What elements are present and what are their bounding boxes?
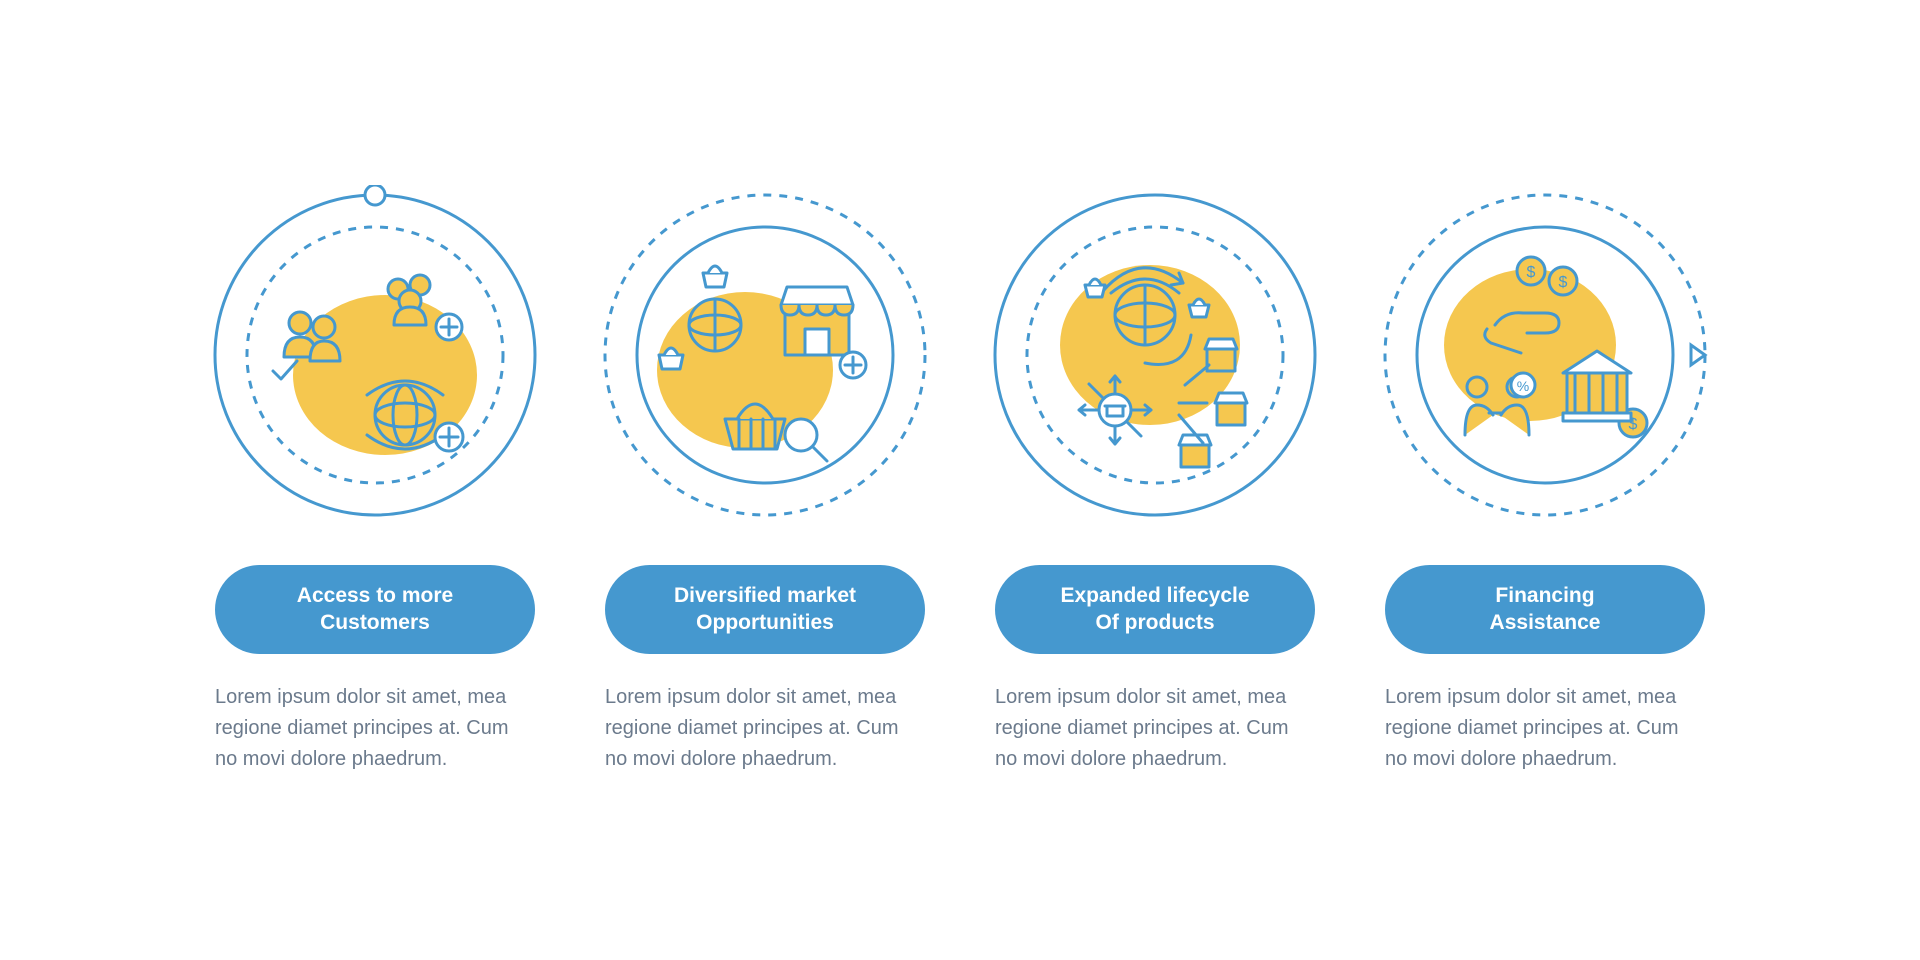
title-text: Diversified marketOpportunities (674, 583, 856, 636)
title-pill: Expanded lifecycleOf products (995, 565, 1315, 654)
description-text: Lorem ipsum dolor sit amet, mea regione … (215, 682, 535, 775)
infographic-item-market: Diversified marketOpportunities Lorem ip… (575, 185, 955, 775)
infographic-item-lifecycle: Expanded lifecycleOf products Lorem ipsu… (965, 185, 1345, 775)
description-text: Lorem ipsum dolor sit amet, mea regione … (605, 682, 925, 775)
title-pill: Access to moreCustomers (215, 565, 535, 654)
svg-text:$: $ (1559, 274, 1568, 291)
circle-diagram (985, 185, 1325, 525)
infographic-row: Access to moreCustomers Lorem ipsum dolo… (45, 185, 1875, 775)
circle-diagram: $ $ $ % (1375, 185, 1715, 525)
title-text: Access to moreCustomers (297, 583, 453, 636)
circle-diagram (205, 185, 545, 525)
title-pill: FinancingAssistance (1385, 565, 1705, 654)
title-text: Expanded lifecycleOf products (1060, 583, 1249, 636)
svg-text:%: % (1517, 378, 1529, 394)
description-text: Lorem ipsum dolor sit amet, mea regione … (1385, 682, 1705, 775)
description-text: Lorem ipsum dolor sit amet, mea regione … (995, 682, 1315, 775)
circle-diagram (595, 185, 935, 525)
svg-text:$: $ (1527, 264, 1536, 281)
title-text: FinancingAssistance (1490, 583, 1601, 636)
infographic-item-financing: $ $ $ % (1355, 185, 1735, 775)
title-pill: Diversified marketOpportunities (605, 565, 925, 654)
infographic-item-customers: Access to moreCustomers Lorem ipsum dolo… (185, 185, 565, 775)
